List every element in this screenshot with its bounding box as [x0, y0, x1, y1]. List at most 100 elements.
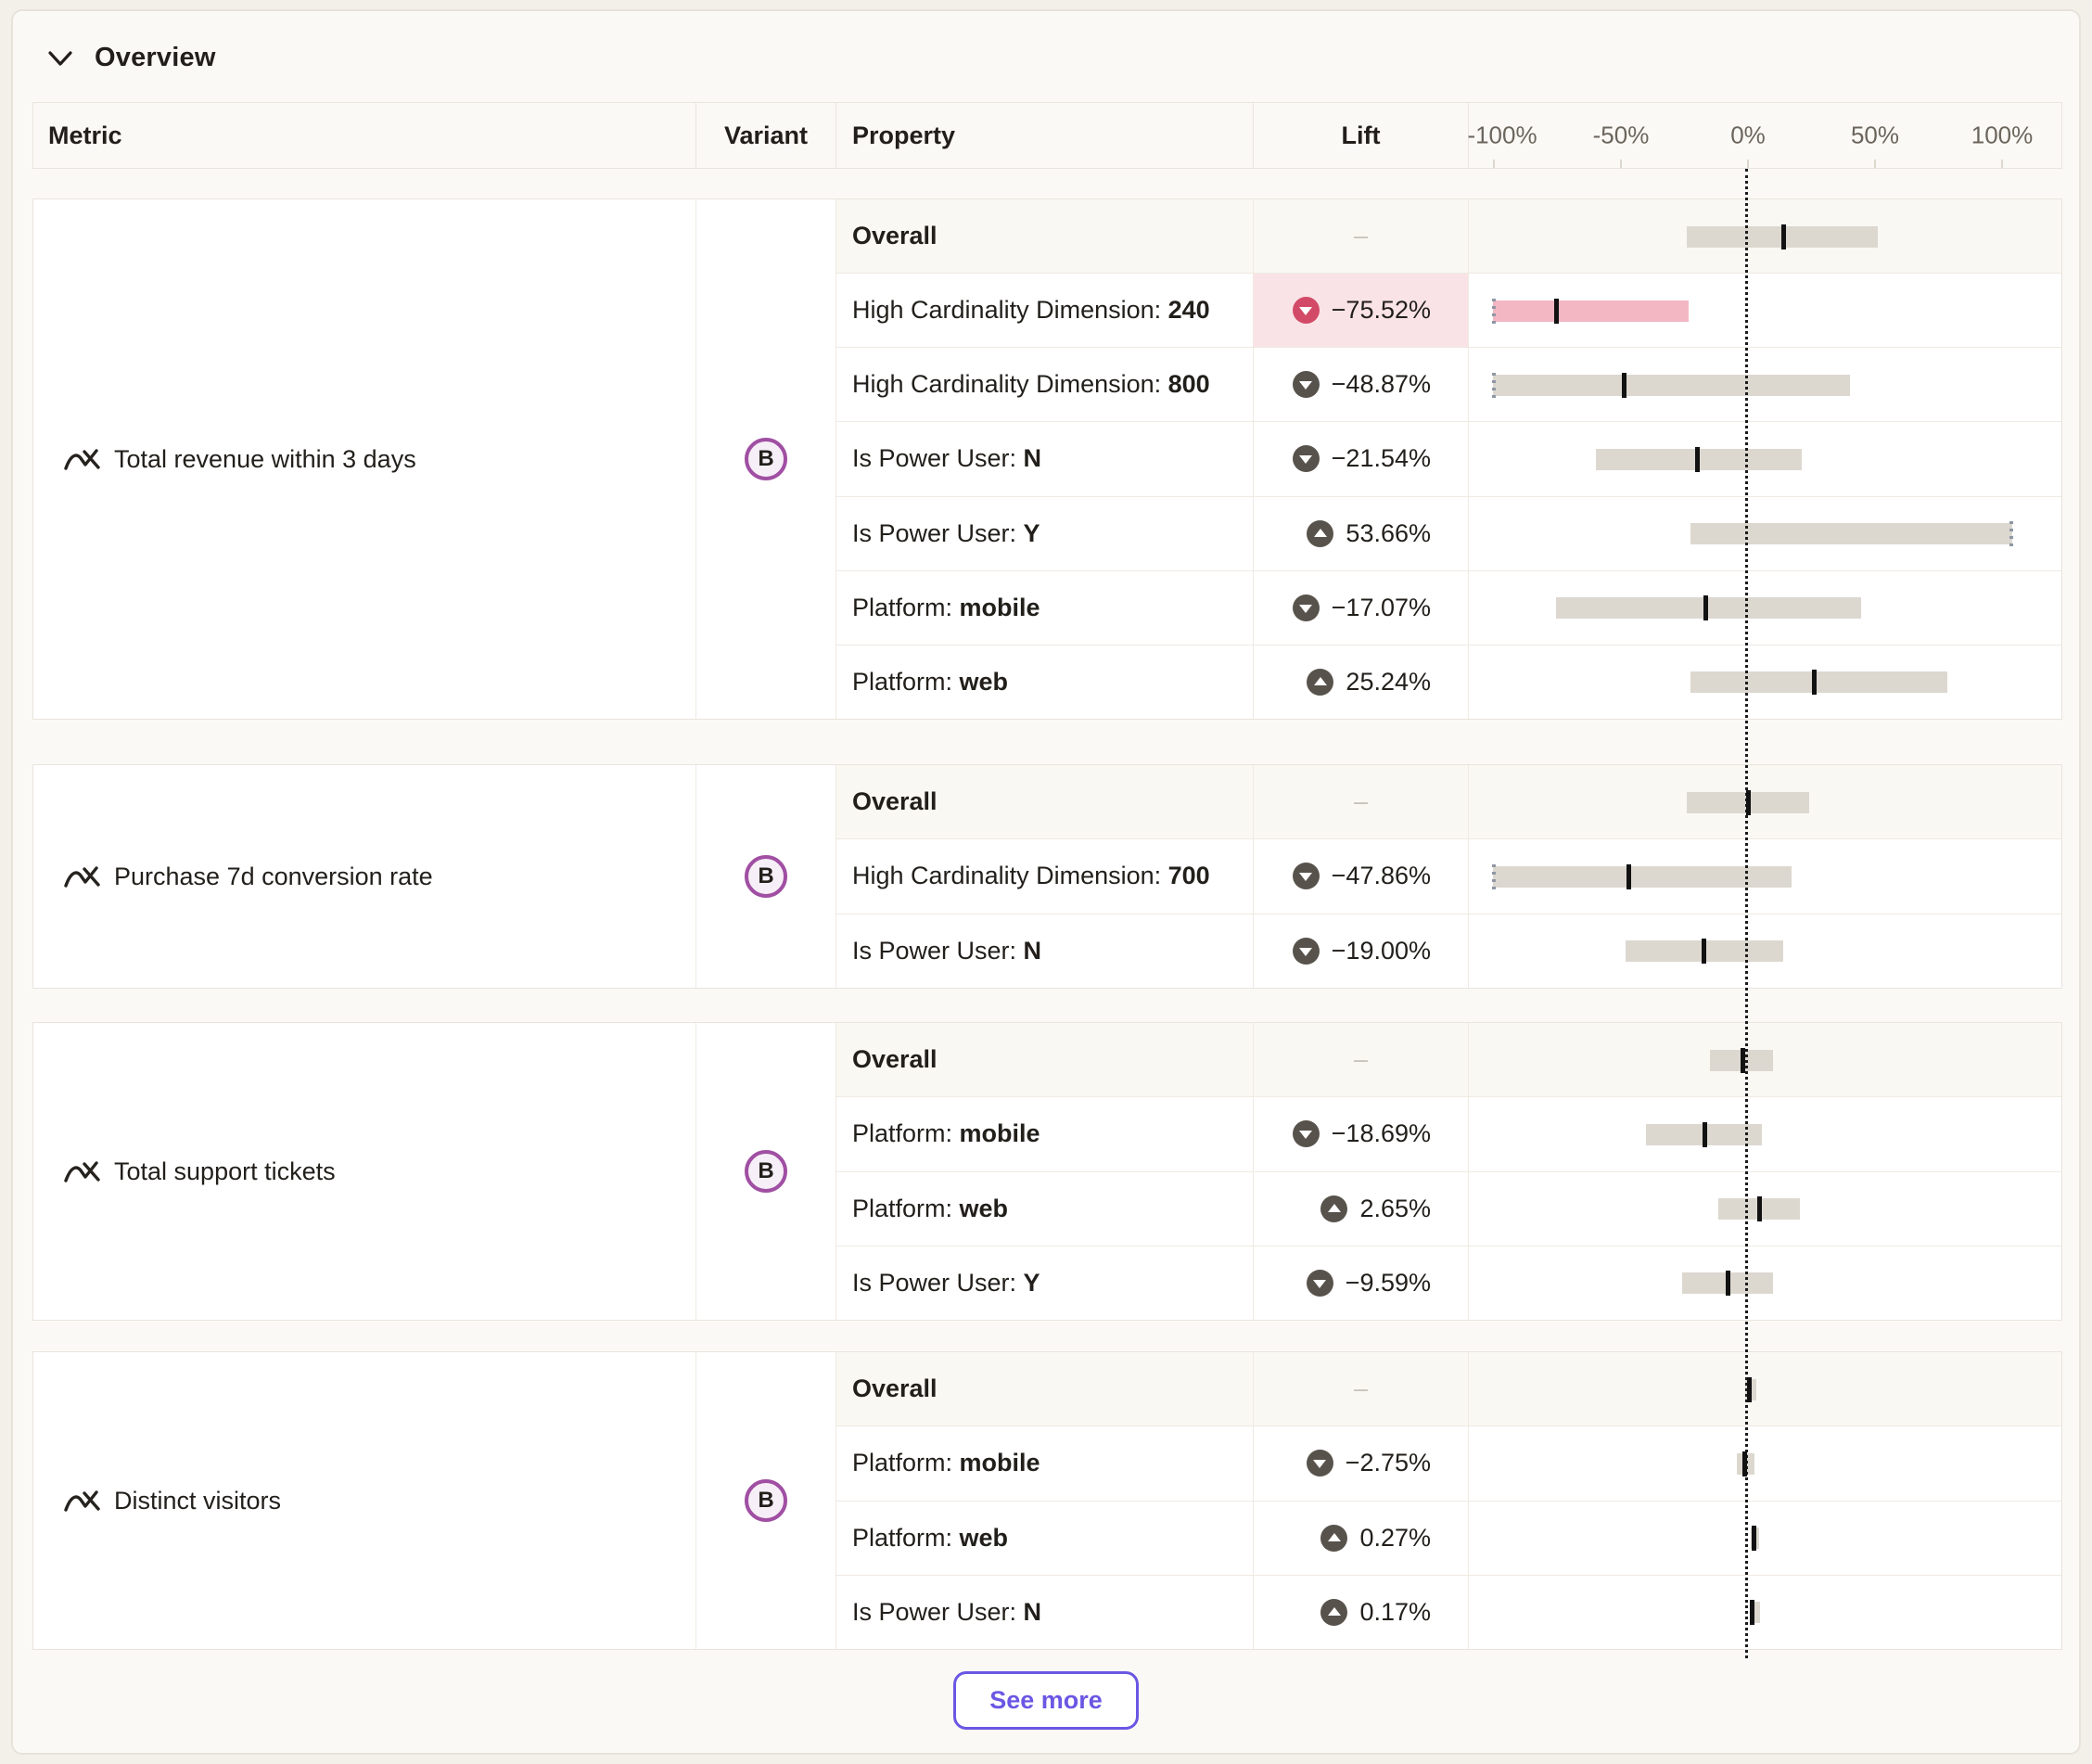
property-cell: Overall [836, 765, 1254, 839]
lift-cell: −9.59% [1254, 1246, 1469, 1320]
lift-down-icon [1306, 1269, 1333, 1297]
no-lift-dash: – [1353, 1374, 1369, 1403]
chevron-down-icon[interactable] [46, 47, 74, 70]
metric-cell: Total revenue within 3 days [33, 199, 696, 719]
metric-name: Distinct visitors [114, 1486, 282, 1515]
ci-chart-cell [1469, 765, 2061, 838]
lift-cell: 0.27% [1254, 1501, 1469, 1575]
variant-cell: B [696, 199, 836, 719]
metric-group: Distinct visitors B Overall – Platform: mobi… [32, 1351, 2062, 1650]
property-cell: Platform: web [836, 1171, 1254, 1246]
axis-tick-label: -50% [1592, 121, 1650, 149]
see-more-button[interactable]: See more [953, 1671, 1139, 1730]
metric-group: Total revenue within 3 days B Overall – High… [32, 198, 2062, 720]
lift-median-tick [1756, 1196, 1762, 1221]
ci-chart-cell [1469, 348, 2061, 421]
lift-up-icon [1320, 1524, 1348, 1552]
lift-up-icon [1307, 519, 1334, 547]
property-cell: Is Power User: Y [836, 1246, 1254, 1320]
metric-group: Purchase 7d conversion rate B Overall – High… [32, 764, 2062, 989]
property-cell: Overall [836, 1023, 1254, 1097]
property-value: N [1023, 936, 1042, 965]
arrow-up-icon [1313, 528, 1327, 537]
segment-row: Platform: mobile −18.69% [836, 1096, 2061, 1171]
segment-row: Overall – [836, 199, 2061, 274]
segment-row: Is Power User: N −21.54% [836, 421, 2061, 496]
lift-down-icon [1292, 1120, 1320, 1148]
lift-value: 25.24% [1346, 667, 1431, 696]
property-value: mobile [959, 1449, 1040, 1477]
lift-median-tick [1745, 789, 1751, 815]
confidence-interval-bar [1556, 597, 1861, 620]
lift-median-tick [1750, 1600, 1755, 1626]
lift-cell: −19.00% [1254, 914, 1469, 988]
segment-row: Platform: web 0.27% [836, 1500, 2061, 1575]
ci-chart-cell [1469, 1172, 2061, 1246]
ci-chart-cell [1469, 422, 2061, 495]
confidence-interval-bar [1690, 521, 2013, 547]
lift-down-icon [1292, 371, 1320, 399]
segment-row: Overall – [836, 1023, 2061, 1097]
property-cell: Platform: web [836, 1501, 1254, 1575]
property-cell: Is Power User: N [836, 1575, 1254, 1649]
lift-cell: −48.87% [1254, 348, 1469, 422]
lift-cell: −2.75% [1254, 1426, 1469, 1501]
lift-value: 0.17% [1359, 1597, 1431, 1626]
lift-median-tick [1741, 1451, 1747, 1476]
property-value: 800 [1167, 370, 1210, 399]
arrow-down-icon [1299, 381, 1313, 390]
see-more-row: See more [13, 1671, 2079, 1730]
property-label: Is Power User: [852, 936, 1024, 965]
lift-value: 0.27% [1359, 1523, 1431, 1552]
lift-value: −2.75% [1345, 1449, 1431, 1477]
variant-cell: B [696, 765, 836, 988]
segment-rows: Overall – Platform: mobile −18.69% Platform:… [836, 1023, 2061, 1320]
property-value: 240 [1167, 296, 1210, 325]
ci-chart-cell [1469, 1426, 2061, 1500]
variant-badge: B [745, 1479, 787, 1522]
lift-cell: – [1254, 1352, 1469, 1426]
no-lift-dash: – [1353, 222, 1369, 250]
confidence-interval-bar [1690, 671, 1948, 694]
lift-up-icon [1320, 1598, 1348, 1626]
column-header-lift: Lift [1254, 103, 1469, 168]
axis-tick-label: 100% [1971, 121, 2034, 149]
segment-rows: Overall – High Cardinality Dimension: 240 −… [836, 199, 2061, 719]
lift-median-tick [1780, 224, 1786, 249]
property-label: Platform: [852, 1119, 960, 1148]
lift-cell: 0.17% [1254, 1575, 1469, 1649]
segment-row: Is Power User: N −19.00% [836, 913, 2061, 988]
property-label: Platform: [852, 1523, 960, 1552]
metric-cell: Total support tickets [33, 1023, 696, 1320]
metric-name: Purchase 7d conversion rate [114, 862, 433, 890]
axis-tickmark [1747, 160, 1749, 168]
variant-badge: B [745, 438, 787, 480]
lift-cell: −21.54% [1254, 422, 1469, 496]
property-value: web [959, 1194, 1009, 1222]
lift-median-tick [1702, 1121, 1707, 1147]
ci-chart-cell [1469, 839, 2061, 913]
lift-median-tick [1747, 1376, 1753, 1402]
property-cell: High Cardinality Dimension: 700 [836, 839, 1254, 914]
ci-chart-cell [1469, 1023, 2061, 1096]
ci-chart-cell [1469, 1352, 2061, 1425]
segment-row: Overall – [836, 765, 2061, 839]
property-value: Y [1023, 518, 1040, 547]
lift-down-icon [1292, 594, 1320, 621]
ci-chart-cell [1469, 274, 2061, 347]
variant-cell: B [696, 1023, 836, 1320]
no-lift-dash: – [1353, 1045, 1369, 1074]
lift-down-icon [1292, 445, 1320, 473]
lift-value: −48.87% [1331, 370, 1431, 399]
lift-cell: −17.07% [1254, 570, 1469, 645]
variant-badge: B [745, 1150, 787, 1193]
column-header-metric: Metric [33, 103, 696, 168]
property-label: Platform: [852, 1194, 960, 1222]
axis-header: -100% -50% 0% 50% 100% [1467, 103, 2061, 168]
segment-row: Platform: web 25.24% [836, 644, 2061, 719]
lift-down-icon [1292, 297, 1320, 325]
property-label: High Cardinality Dimension: [852, 370, 1168, 399]
confidence-interval-bar [1491, 298, 1689, 324]
clipped-edge-left [1491, 298, 1496, 324]
lift-cell: 53.66% [1254, 496, 1469, 570]
